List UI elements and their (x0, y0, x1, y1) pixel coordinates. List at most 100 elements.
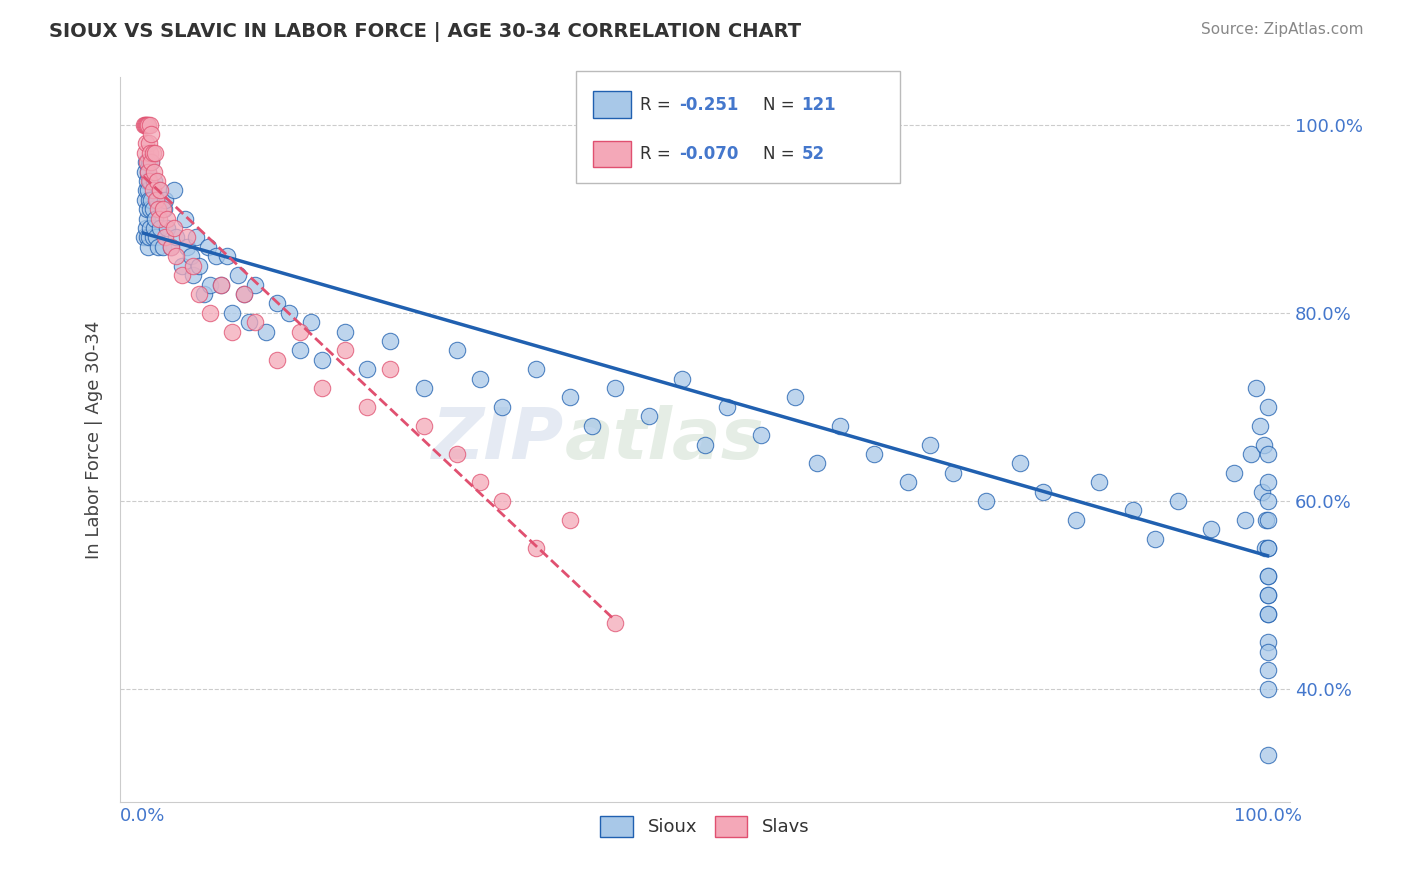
Point (1257, 588, 1279, 602)
Point (138, 136, 160, 151)
Point (1257, 400, 1279, 414)
Point (226, 268, 249, 282)
Point (156, 221, 179, 235)
Point (156, 211, 179, 226)
Point (1064, 513, 1087, 527)
Point (148, 211, 170, 226)
Point (142, 174, 165, 188)
Point (146, 174, 169, 188)
Point (138, 193, 160, 207)
Point (896, 475, 918, 490)
Point (143, 145, 166, 160)
Point (1257, 682, 1279, 697)
Point (134, 118, 156, 132)
Point (1256, 513, 1278, 527)
Point (176, 240, 198, 254)
Point (1257, 513, 1279, 527)
Point (1199, 522, 1222, 536)
Point (468, 372, 491, 386)
Point (148, 202, 170, 217)
Point (186, 230, 208, 244)
Text: SIOUX VS SLAVIC IN LABOR FORCE | AGE 30-34 CORRELATION CHART: SIOUX VS SLAVIC IN LABOR FORCE | AGE 30-… (49, 22, 801, 42)
Point (1031, 484, 1053, 499)
Point (143, 211, 166, 226)
Point (135, 221, 157, 235)
Point (163, 221, 186, 235)
Point (1254, 541, 1277, 555)
Point (749, 428, 772, 442)
Point (232, 287, 254, 301)
Point (412, 381, 434, 395)
Point (806, 456, 828, 470)
Point (142, 183, 165, 197)
Point (134, 193, 156, 207)
Point (132, 230, 155, 244)
Point (148, 240, 170, 254)
Point (180, 249, 202, 263)
Point (152, 240, 174, 254)
Text: R =: R = (640, 95, 676, 114)
Point (491, 494, 513, 508)
Point (974, 494, 997, 508)
Point (141, 155, 163, 169)
Point (1240, 447, 1263, 461)
Point (134, 164, 156, 178)
Point (136, 174, 159, 188)
Point (266, 296, 288, 310)
Point (671, 372, 693, 386)
Point (558, 513, 581, 527)
Point (311, 381, 333, 395)
Point (232, 287, 254, 301)
Text: Source: ZipAtlas.com: Source: ZipAtlas.com (1201, 22, 1364, 37)
Point (1257, 541, 1279, 555)
Point (136, 211, 159, 226)
Point (1121, 503, 1143, 517)
Point (603, 381, 626, 395)
Point (215, 249, 238, 263)
Point (716, 400, 738, 414)
Point (149, 183, 172, 197)
Point (1257, 635, 1279, 649)
Point (136, 183, 159, 197)
Point (198, 306, 221, 320)
Point (277, 306, 299, 320)
Point (146, 193, 169, 207)
Point (139, 221, 162, 235)
Point (1253, 437, 1275, 451)
Point (1234, 513, 1257, 527)
Point (1257, 541, 1279, 555)
Point (148, 183, 170, 197)
Point (132, 118, 155, 132)
Point (170, 268, 193, 282)
Point (288, 343, 311, 358)
Point (581, 418, 603, 433)
Point (135, 118, 157, 132)
Point (558, 391, 581, 405)
Point (193, 287, 215, 301)
Point (163, 183, 186, 197)
Legend: Sioux, Slavs: Sioux, Slavs (593, 809, 817, 844)
Point (145, 193, 167, 207)
Point (862, 447, 884, 461)
Point (136, 164, 159, 178)
Point (266, 352, 288, 367)
Point (181, 259, 204, 273)
Point (1257, 748, 1279, 763)
Point (693, 437, 716, 451)
Point (187, 287, 209, 301)
Point (165, 230, 187, 244)
Point (141, 155, 163, 169)
Point (142, 202, 165, 217)
Point (145, 230, 167, 244)
Point (1257, 475, 1279, 490)
Text: 121: 121 (801, 95, 837, 114)
Point (603, 616, 626, 631)
Point (221, 325, 243, 339)
Point (136, 164, 159, 178)
Point (187, 259, 209, 273)
Point (174, 211, 197, 226)
Point (1249, 418, 1271, 433)
Point (1257, 569, 1279, 583)
Point (181, 268, 204, 282)
Point (135, 183, 157, 197)
